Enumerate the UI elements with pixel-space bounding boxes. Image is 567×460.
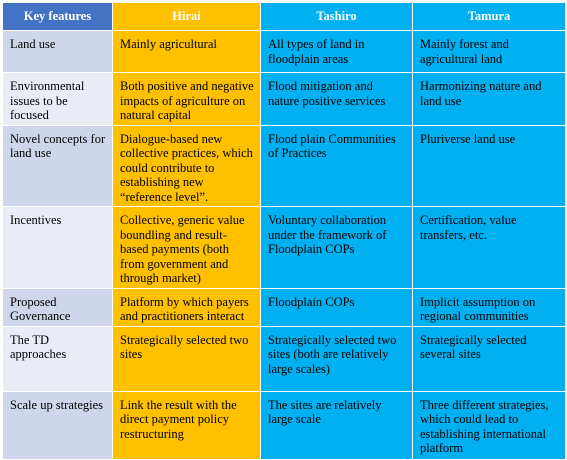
table-row: The TD approaches Strategically selected …: [2, 325, 566, 392]
row-label: Novel concepts for land use: [2, 124, 113, 207]
row-label: The TD approaches: [2, 325, 113, 392]
table-cell: Dialogue-based new collective practices,…: [112, 124, 261, 207]
table-cell: Strategically selected two sites (both a…: [260, 325, 413, 392]
table-cell: Both positive and negative impacts of ag…: [112, 72, 261, 126]
table-cell: Platform by which payers and practitione…: [112, 287, 261, 327]
table-row: Incentives Collective, generic value boun…: [2, 206, 566, 289]
table-row: Novel concepts for land use Dialogue-base…: [2, 124, 566, 207]
row-label: Proposed Governance: [2, 287, 113, 327]
table-cell: Pluriverse land use: [412, 124, 566, 207]
table-cell: Harmonizing nature and land use: [412, 72, 566, 126]
table-cell: Flood plain Communities of Practices: [260, 124, 413, 207]
row-label: Scale up strategies: [2, 390, 113, 460]
header-cell: Key features: [2, 2, 113, 31]
header-cell: Tashiro: [260, 2, 413, 31]
table-cell: The sites are relatively large scale: [260, 390, 413, 460]
header-cell: Tamura: [412, 2, 566, 31]
table-cell: Strategically selected several sites: [412, 325, 566, 392]
table-row: Proposed Governance Platform by which pay…: [2, 287, 566, 327]
row-label: Incentives: [2, 206, 113, 289]
row-label: Land use: [2, 30, 113, 73]
row-label: Environmental issues to be focused: [2, 72, 113, 126]
table-row: Land use Mainly agricultural All types of …: [2, 30, 566, 73]
table-cell: Collective, generic value boundling and …: [112, 206, 261, 289]
table-cell: Mainly agricultural: [112, 30, 261, 73]
table-cell: All types of land in floodplain areas: [260, 30, 413, 73]
table-cell: Voluntary collaboration under the framew…: [260, 206, 413, 289]
table-cell: Implicit assumption on regional communit…: [412, 287, 566, 327]
table-cell: Certification, value transfers, etc.: [412, 206, 566, 289]
header-row: Key features Hirai Tashiro Tamura: [2, 2, 566, 31]
table-cell: Three different strategies, which could …: [412, 390, 566, 460]
table-row: Scale up strategies Link the result with …: [2, 390, 566, 460]
table-row: Environmental issues to be focused Both p…: [2, 72, 566, 126]
table-cell: Link the result with the direct payment …: [112, 390, 261, 460]
table-cell: Strategically selected two sites: [112, 325, 261, 392]
table-cell: Mainly forest and agricultural land: [412, 30, 566, 73]
header-cell: Hirai: [112, 2, 261, 31]
table-cell: Flood mitigation and nature positive ser…: [260, 72, 413, 126]
table-cell: Floodplain COPs: [260, 287, 413, 327]
